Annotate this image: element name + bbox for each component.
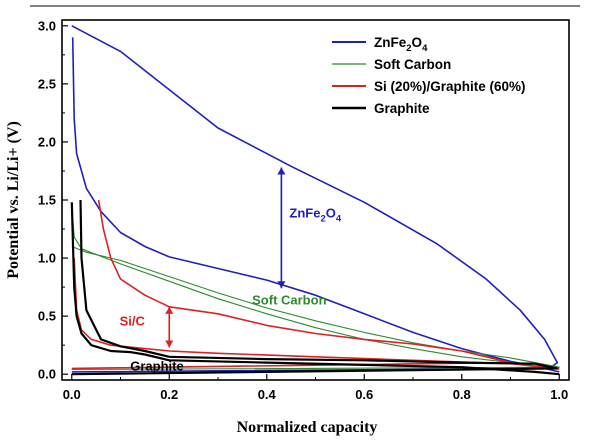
x-tick-label: 0.4 <box>258 387 277 402</box>
y-axis-title: Potential vs. Li/Li+ (V) <box>5 121 22 279</box>
x-tick-label: 0.6 <box>355 387 373 402</box>
y-tick-label: 0.0 <box>38 367 56 382</box>
series-soft-carbon-charge-line <box>71 245 560 371</box>
annotation-label: Graphite <box>130 359 183 374</box>
legend: ZnFe2O4 Soft Carbon Si (20%)/Graphite (60%… <box>332 35 526 116</box>
legend-label: ZnFe2O4 <box>374 35 428 54</box>
series-graphite-discharge-line <box>70 202 560 376</box>
series-soft-carbon-discharge-line <box>71 205 560 371</box>
y-tick-label: 2.5 <box>38 76 56 91</box>
x-tick-label: 0.8 <box>453 387 471 402</box>
annotation-label: ZnFe2O4 <box>289 205 341 224</box>
series-graphite-charge-line <box>71 199 558 376</box>
x-tick-label: 0.2 <box>160 387 178 402</box>
y-tick-label: 1.0 <box>38 251 56 266</box>
y-tick-label: 3.0 <box>38 18 56 33</box>
series-si-20-graphite-60-charge-line <box>71 199 512 370</box>
annotation-label: Soft Carbon <box>252 293 326 308</box>
y-tick-label: 2.0 <box>38 134 56 149</box>
series-layer <box>70 25 560 376</box>
ticks-layer: 0.0 0.2 0.4 0.6 0.8 1.0 0.0 0.5 1.0 1.5 2.0 2.5 3.0 <box>38 18 568 402</box>
arrow-head <box>277 167 286 175</box>
x-tick-label: 1.0 <box>550 387 568 402</box>
annotation-layer: ZnFe2O4 Soft Carbon Si/C Graphite <box>120 167 342 374</box>
y-tick-label: 1.5 <box>38 193 56 208</box>
series-znfe2o4-charge-line <box>71 25 559 373</box>
x-axis-title: Normalized capacity <box>237 419 378 436</box>
y-tick-label: 0.5 <box>38 309 56 324</box>
arrow-head <box>165 340 174 348</box>
annotation-label: Si/C <box>120 313 146 328</box>
legend-label: Graphite <box>374 101 430 116</box>
legend-label: Soft Carbon <box>374 57 451 72</box>
arrow-head <box>165 306 174 314</box>
arrow-head <box>277 281 286 289</box>
x-tick-label: 0.0 <box>63 387 81 402</box>
legend-label: Si (20%)/Graphite (60%) <box>374 79 526 94</box>
